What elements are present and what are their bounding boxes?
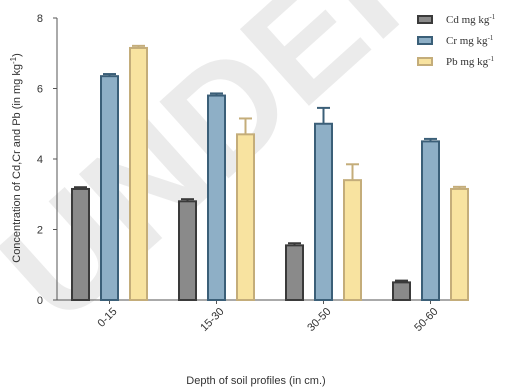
x-tick-label: 15-30	[198, 306, 226, 334]
y-tick-label: 2	[37, 225, 43, 237]
y-tick-labels: 0 2 4 6 8	[37, 13, 43, 307]
bar	[236, 133, 255, 301]
x-axis-title: Depth of soil profiles (in cm.)	[186, 375, 325, 387]
y-tick-label: 0	[37, 295, 43, 307]
y-tick-label: 6	[37, 84, 43, 96]
y-tick-label: 4	[37, 154, 43, 166]
y-axis-title: Concentration of Cd,Cr and Pb (in mg kg-…	[9, 53, 24, 263]
legend-label: Cd mg kg-1	[446, 13, 496, 26]
bar	[392, 281, 411, 301]
bars	[71, 44, 469, 302]
bar	[100, 75, 119, 301]
legend: Cd mg kg-1 Cr mg kg-1 Pb mg kg-1	[417, 13, 496, 68]
bar	[71, 187, 90, 301]
bar	[450, 187, 469, 301]
x-tick-label: 50-60	[412, 306, 440, 334]
bar	[285, 244, 304, 302]
legend-swatch	[417, 36, 433, 45]
bar	[129, 46, 148, 302]
x-tick-label: 30-50	[305, 306, 333, 334]
bar	[207, 94, 226, 301]
bar	[421, 140, 440, 301]
bar	[178, 200, 197, 301]
bar	[343, 179, 362, 301]
y-tick-label: 8	[37, 13, 43, 25]
legend-label: Cr mg kg-1	[446, 34, 494, 47]
legend-swatch	[417, 15, 433, 24]
legend-swatch	[417, 57, 433, 66]
legend-label: Pb mg kg-1	[446, 55, 495, 68]
x-tick-labels: 0-15 15-30 30-50 50-60	[96, 306, 441, 334]
bar	[314, 122, 333, 301]
